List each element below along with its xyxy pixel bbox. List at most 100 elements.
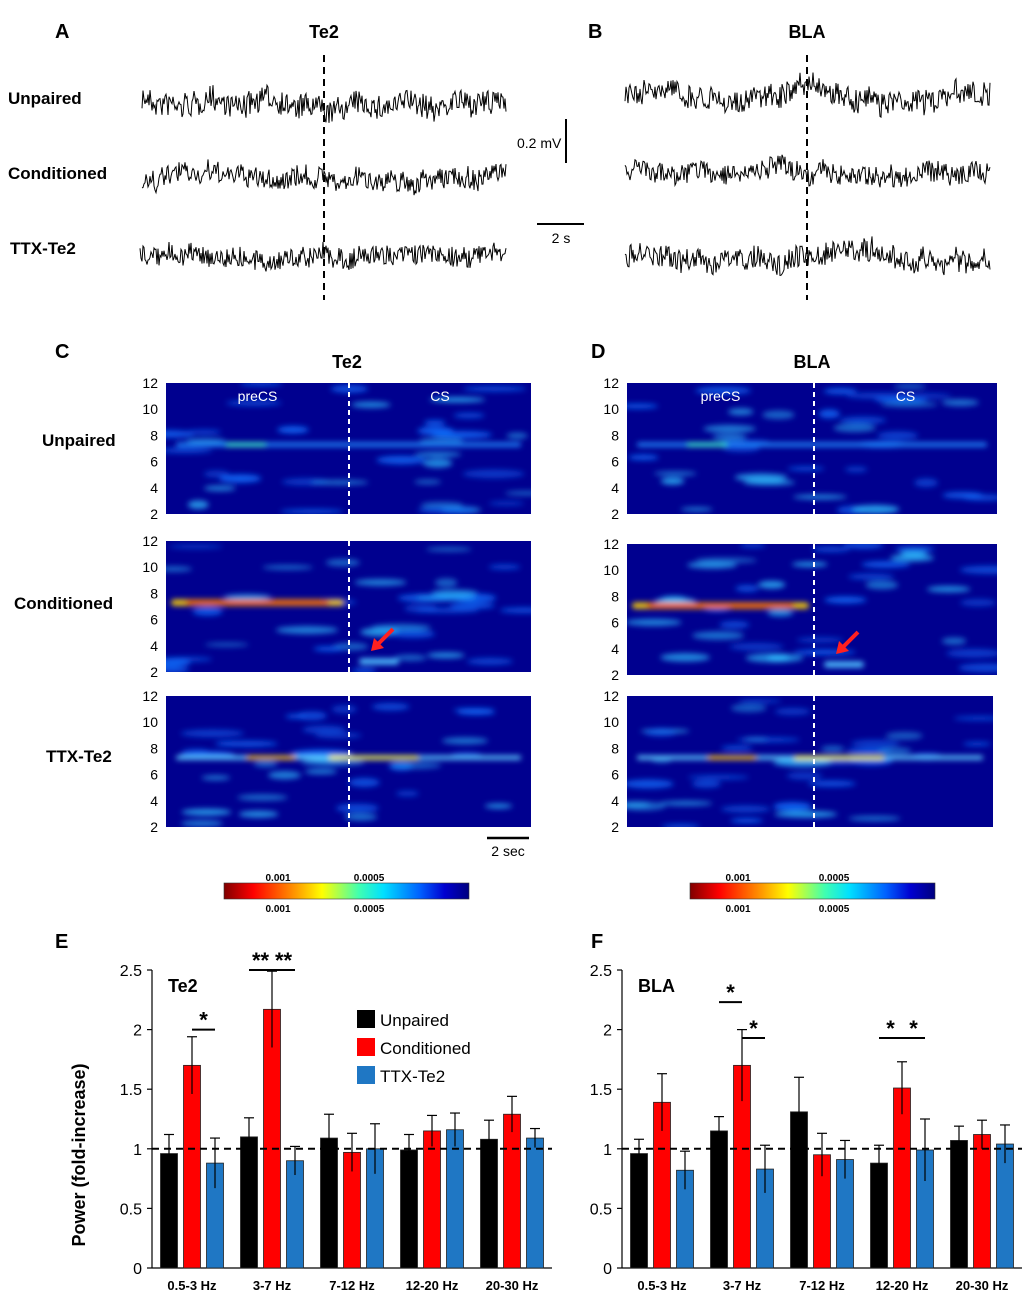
spec-y-tick: 6 <box>611 615 619 631</box>
precs-label: preCS <box>238 388 278 404</box>
y-tick-label: 1.5 <box>590 1082 612 1099</box>
spec-bla-conditioned: 12 10 8 6 4 2 <box>603 536 997 683</box>
bar-unpaired <box>950 1140 968 1269</box>
spec-te2-unpaired: 12 10 8 6 4 2 preCS CS <box>142 375 531 522</box>
colorbar-left-top-label-2: 0.0005 <box>354 873 385 884</box>
spec-y-tick: 4 <box>611 480 619 496</box>
panel-letter-b: B <box>588 21 602 43</box>
x-tick-label: 3-7 Hz <box>723 1278 762 1293</box>
spec-y-tick: 8 <box>150 427 158 443</box>
red-arrowhead-icon <box>836 641 849 655</box>
colorbar-right-top-label-1: 0.001 <box>725 873 750 884</box>
y-tick-label: 0.5 <box>590 1201 612 1218</box>
trace-bla-ttx <box>624 236 991 276</box>
trace-te2-ttx <box>139 241 507 272</box>
spec-row-label-unpaired: Unpaired <box>42 431 116 450</box>
spec-y-tick: 10 <box>142 401 158 417</box>
bar-unpaired <box>400 1149 418 1269</box>
significance-label: * <box>749 1016 758 1041</box>
trace-row-label-unpaired: Unpaired <box>8 89 82 108</box>
spec-y-tick: 2 <box>150 506 158 522</box>
significance-label: * <box>726 980 735 1005</box>
spec-y-tick: 12 <box>603 375 619 391</box>
spec-y-tick: 4 <box>150 480 158 496</box>
x-tick-label: 7-12 Hz <box>329 1278 375 1293</box>
bar-conditioned <box>973 1134 991 1269</box>
x-tick-label: 12-20 Hz <box>876 1278 929 1293</box>
spec-y-tick: 2 <box>150 664 158 680</box>
panel-letter-e: E <box>55 931 68 953</box>
bar-ttx-te2 <box>526 1137 544 1269</box>
legend-swatch-conditioned <box>357 1038 375 1056</box>
legend-swatch-ttx <box>357 1066 375 1084</box>
spec-y-tick: 4 <box>150 793 158 809</box>
y-tick-label: 2.5 <box>120 963 142 980</box>
panel-letter-d: D <box>591 341 605 363</box>
x-tick-label: 3-7 Hz <box>253 1278 292 1293</box>
colorbar-right-bottom-label-2: 0.0005 <box>819 904 850 915</box>
spec-row-label-conditioned: Conditioned <box>14 594 113 613</box>
x-tick-label: 20-30 Hz <box>956 1278 1009 1293</box>
bar-ttx-te2 <box>446 1129 464 1269</box>
y-tick-label: 2.5 <box>590 963 612 980</box>
chart-title: BLA <box>638 976 675 996</box>
panel-letter-c: C <box>55 341 69 363</box>
time-scale-label: 2 s <box>552 230 571 246</box>
x-tick-label: 20-30 Hz <box>486 1278 539 1293</box>
bar-ttx-te2 <box>286 1160 304 1269</box>
y-axis-label: Power (fold-increase) <box>69 1063 89 1246</box>
spec-y-tick: 10 <box>603 562 619 578</box>
spec-y-tick: 12 <box>603 536 619 552</box>
spec-row-label-ttx: TTX-Te2 <box>46 747 112 766</box>
panel-letter-a: A <box>55 21 69 43</box>
spec-y-tick: 6 <box>150 612 158 628</box>
spec-y-tick: 8 <box>611 427 619 443</box>
trace-te2-conditioned <box>141 159 507 196</box>
spec-y-tick: 10 <box>142 714 158 730</box>
cs-label: CS <box>896 388 915 404</box>
spec-y-tick: 2 <box>611 506 619 522</box>
legend-swatch-unpaired <box>357 1010 375 1028</box>
spec-te2-conditioned: 12 10 8 6 4 2 <box>142 533 531 680</box>
colorbar-right <box>689 882 936 900</box>
legend-label-unpaired: Unpaired <box>380 1011 449 1030</box>
colorbar-right-top-label-2: 0.0005 <box>819 873 850 884</box>
bar-conditioned <box>503 1113 521 1269</box>
spec-y-tick: 2 <box>611 819 619 835</box>
y-tick-label: 2 <box>603 1023 612 1040</box>
significance-label: ** <box>252 948 270 973</box>
bar-conditioned <box>263 1008 281 1269</box>
spec-y-tick: 12 <box>142 533 158 549</box>
spec-y-tick: 4 <box>611 641 619 657</box>
bar-conditioned <box>183 1064 201 1269</box>
x-tick-label: 0.5-3 Hz <box>167 1278 217 1293</box>
significance-label: * <box>909 1016 918 1041</box>
colorbar-right-bottom-label-1: 0.001 <box>725 904 750 915</box>
cs-label: CS <box>430 388 449 404</box>
x-tick-label: 7-12 Hz <box>799 1278 845 1293</box>
bar-chart-bla: 0 0.5 1 1.5 2 2.5 BLA 0.5-3 Hz 3-7 Hz 7-12 Hz 12-2… <box>590 963 1022 1293</box>
y-tick-label: 1 <box>133 1142 142 1159</box>
spec-y-tick: 12 <box>142 375 158 391</box>
panel-a-title: Te2 <box>309 22 339 42</box>
bar-conditioned <box>423 1130 441 1269</box>
bar-chart-te2: 0 0.5 1 1.5 2 2.5 Te2 0.5-3 Hz 3-7 Hz 7-12 Hz 12-2… <box>120 948 552 1293</box>
x-tick-label: 12-20 Hz <box>406 1278 459 1293</box>
spec-y-tick: 2 <box>611 667 619 683</box>
spec-y-tick: 8 <box>150 585 158 601</box>
precs-label: preCS <box>701 388 741 404</box>
trace-row-label-ttx: TTX-Te2 <box>10 239 76 258</box>
trace-bla-conditioned <box>624 154 991 188</box>
spec-y-tick: 4 <box>150 638 158 654</box>
spec-y-tick: 10 <box>603 714 619 730</box>
spec-y-tick: 12 <box>142 688 158 704</box>
panel-letter-f: F <box>591 931 603 953</box>
panel-c-title: Te2 <box>332 352 362 372</box>
spec-y-tick: 4 <box>611 793 619 809</box>
legend-label-ttx: TTX-Te2 <box>380 1067 445 1086</box>
significance-label: * <box>199 1008 208 1033</box>
red-arrowhead-icon <box>371 638 384 652</box>
spec-y-tick: 10 <box>142 559 158 575</box>
bar-unpaired <box>480 1138 498 1269</box>
